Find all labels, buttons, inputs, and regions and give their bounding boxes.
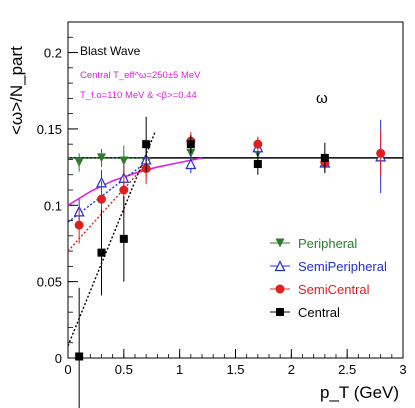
x-tick-label: 3 [399,362,406,377]
particle-annotation: ω [316,90,328,107]
x-axis-ticks: 0 0.5 1 1.5 2 2.5 3 [64,349,407,377]
legend-marker [275,284,285,294]
legend-marker [276,308,284,316]
x-tick-label: 2.5 [338,362,356,377]
data-point [119,156,129,166]
legend-label: SemiCentral [298,282,370,297]
parameter-annotation-1: Central T_eff^ω=250±5 MeV [80,70,201,81]
y-tick-label: 0 [55,351,62,366]
legend: Peripheral SemiPeripheral SemiCentral Centr… [270,236,387,320]
data-point [75,352,84,361]
data-point [376,148,386,158]
legend-label: Central [298,305,340,320]
x-tick-label: 1 [176,362,183,377]
blast-wave-curve [67,157,203,206]
data-point [97,248,106,257]
y-tick-label: 0.2 [44,46,62,61]
data-points-group [73,116,387,408]
y-tick-label: 0.05 [37,275,62,290]
y-tick-label: 0.1 [44,198,62,213]
data-point [253,139,263,149]
x-tick-label: 2 [288,362,295,377]
x-tick-label: 0 [64,362,71,377]
x-axis-label: p_T (GeV) [320,383,399,402]
legend-marker [274,260,286,272]
blast-wave-curve-group [67,157,203,206]
data-point [253,160,262,169]
legend-label: Peripheral [298,236,357,251]
data-point [97,194,106,204]
data-point [74,220,84,230]
parameter-annotation-2: T_f.o=110 MeV & <β>=0.44 [80,90,197,101]
legend-label: SemiPeripheral [298,259,387,274]
legend-marker [275,238,285,248]
fit-line [67,131,156,347]
y-axis-label: <ω>/N_part [7,46,26,135]
y-tick-label: 0.15 [37,122,62,137]
data-point [186,140,195,149]
data-point [320,153,329,162]
data-point [142,140,151,149]
data-point [97,153,106,163]
data-point [119,234,128,243]
x-tick-label: 0.5 [115,362,133,377]
data-point [185,158,197,170]
model-annotation: Blast Wave [80,44,141,58]
data-point [74,158,84,168]
data-point [119,185,129,195]
y-axis-ticks: 0 0.05 0.1 0.15 0.2 [37,21,78,366]
x-tick-label: 1.5 [226,362,244,377]
